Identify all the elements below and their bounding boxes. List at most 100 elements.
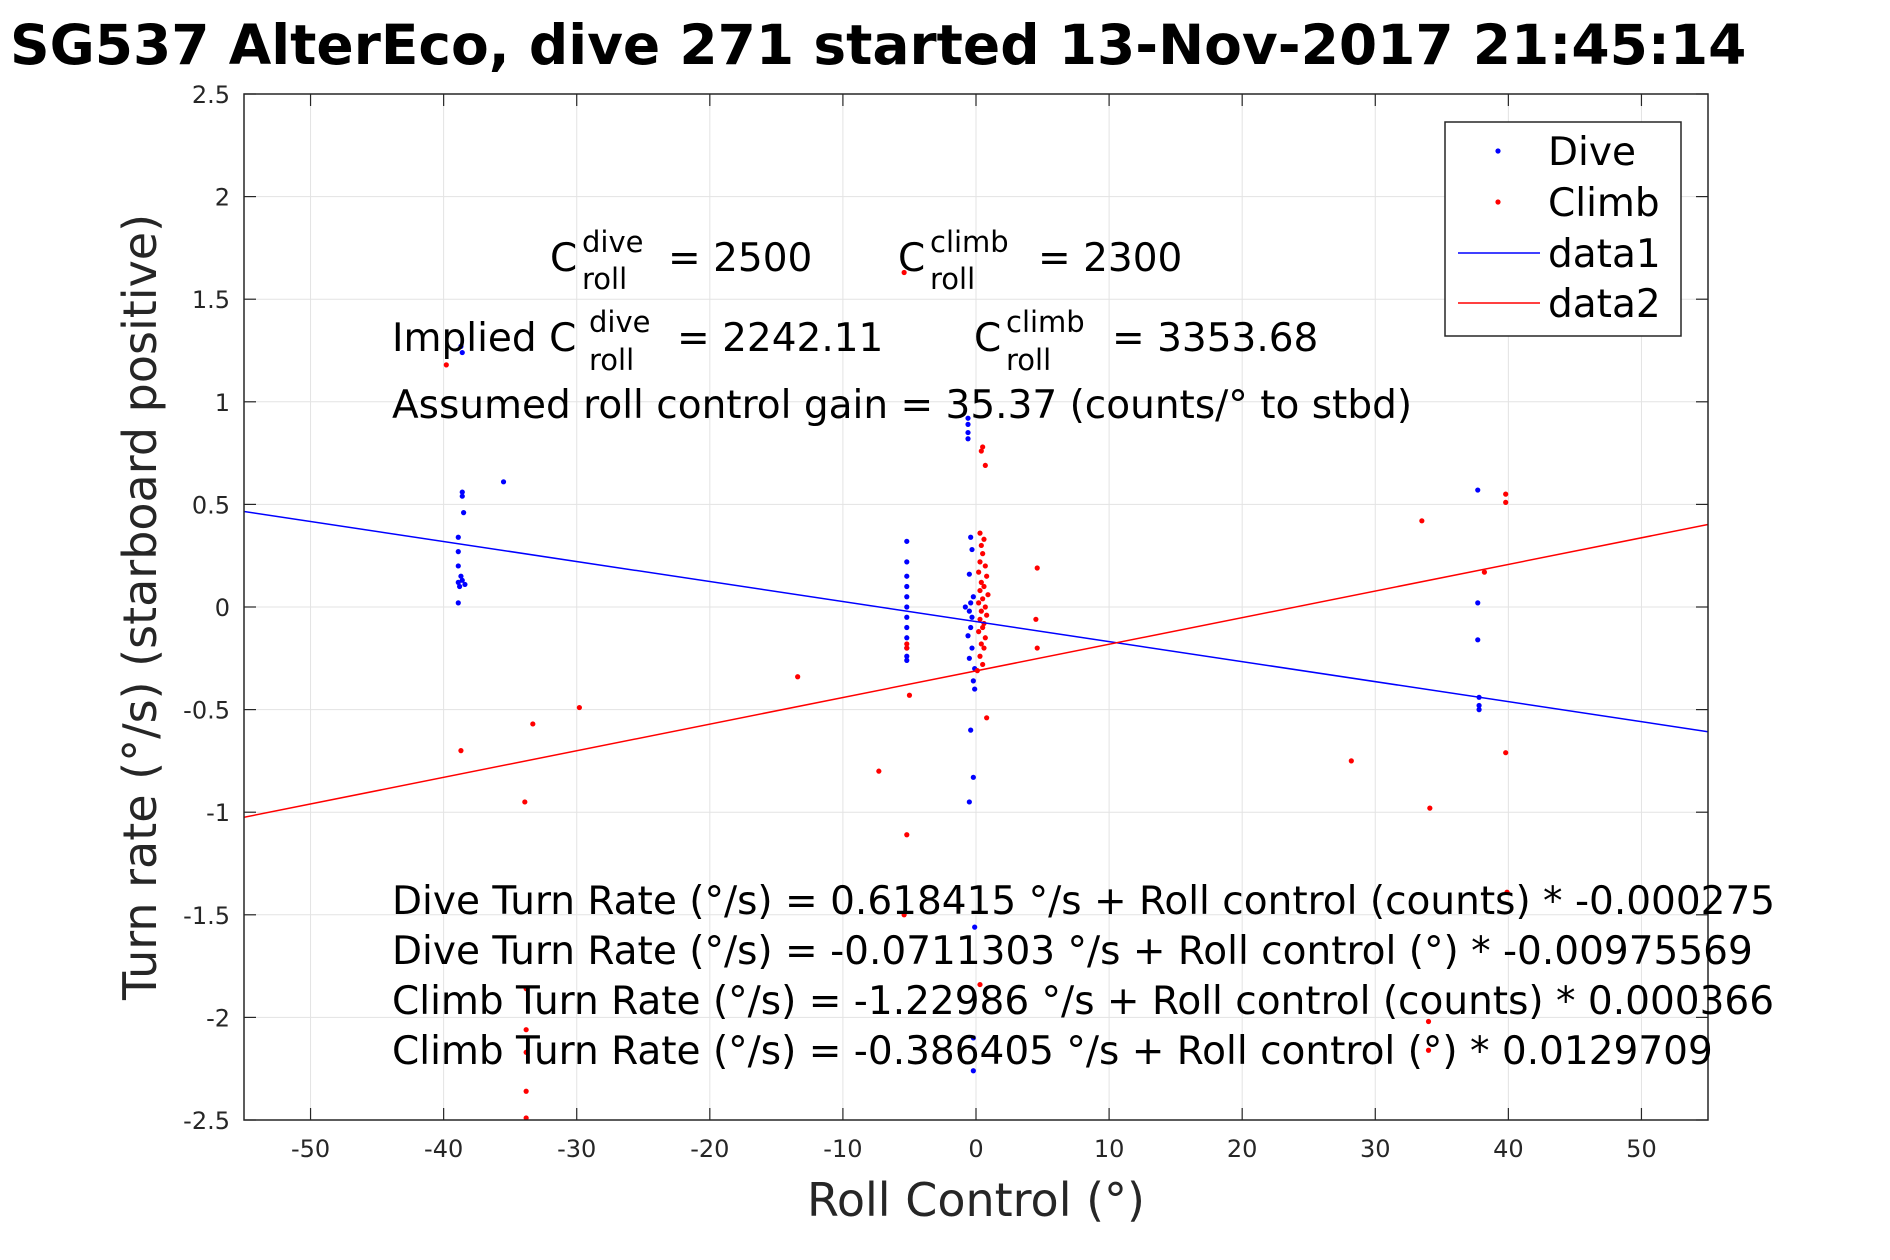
dive-point bbox=[455, 579, 461, 585]
implied-c-roll-dive-sub: roll bbox=[589, 343, 634, 377]
climb-point bbox=[1503, 750, 1509, 756]
dive-point bbox=[459, 349, 465, 356]
dive-point bbox=[904, 559, 910, 565]
dive-point bbox=[458, 573, 464, 579]
dive-point bbox=[968, 600, 974, 606]
x-tick-label: 20 bbox=[1227, 1135, 1258, 1163]
plot-frame bbox=[243, 93, 1709, 1121]
climb-point bbox=[458, 748, 464, 754]
x-tick-label: 0 bbox=[968, 1135, 983, 1163]
dive-point bbox=[455, 534, 461, 540]
dive-point bbox=[965, 421, 971, 427]
climb-point bbox=[984, 612, 990, 618]
y-tick-label: 0.5 bbox=[192, 491, 230, 519]
implied-c-roll-climb-value: = 3353.68 bbox=[1112, 316, 1318, 361]
implied-c-roll-dive-prefix: Implied C bbox=[392, 316, 576, 361]
dive-point bbox=[965, 633, 971, 639]
climb-point bbox=[1504, 889, 1510, 895]
dive-point bbox=[965, 415, 971, 421]
y-tick-label: 2.5 bbox=[192, 81, 230, 109]
c-roll-dive-sub: roll bbox=[582, 262, 627, 296]
dive-point bbox=[904, 635, 910, 641]
y-tick-label: -2.5 bbox=[183, 1107, 230, 1135]
chart-title: SG537 AlterEco, dive 271 started 13-Nov-… bbox=[10, 13, 1746, 77]
plot-clip bbox=[244, 269, 1708, 1120]
legend: Dive Climb data1 data2 bbox=[1444, 121, 1682, 337]
x-tick-label: -20 bbox=[690, 1135, 729, 1163]
y-tick-labels: -2.5 -2 -1.5 -1 -0.5 0 0.5 1 1.5 2 2.5 bbox=[183, 81, 230, 1135]
climb-point bbox=[1348, 758, 1354, 764]
dive-point bbox=[966, 655, 972, 661]
dive-point bbox=[970, 1068, 976, 1074]
climb-point bbox=[904, 645, 910, 651]
dive-point bbox=[904, 604, 910, 610]
x-tick-labels: -50 -40 -30 -20 -10 0 10 20 30 40 50 bbox=[291, 1135, 1657, 1163]
dive-point bbox=[500, 479, 507, 485]
climb-point bbox=[1503, 491, 1509, 497]
x-tick-label: -50 bbox=[291, 1135, 330, 1163]
legend-box bbox=[1444, 121, 1682, 337]
dive-point bbox=[461, 510, 467, 516]
climb-point bbox=[978, 641, 984, 647]
dive-point bbox=[1475, 637, 1481, 643]
implied-c-roll-dive-value: = 2242.11 bbox=[677, 316, 883, 361]
climb-point bbox=[977, 587, 983, 594]
y-axis-label: Turn rate (°/s) (starboard positive) bbox=[113, 214, 167, 1001]
dive-point bbox=[455, 600, 461, 606]
climb-point bbox=[1034, 565, 1040, 571]
dive-point bbox=[970, 774, 976, 780]
climb-point bbox=[523, 1049, 529, 1055]
climb-point bbox=[443, 362, 449, 368]
x-tick-label: 10 bbox=[1094, 1135, 1125, 1163]
implied-c-roll-dive-sup: dive bbox=[589, 305, 650, 339]
c-roll-dive-base: C bbox=[550, 236, 577, 281]
climb-point bbox=[982, 635, 988, 641]
dive-point bbox=[962, 604, 968, 610]
y-tick-label: 1 bbox=[215, 389, 230, 417]
dive-point bbox=[455, 563, 461, 569]
y-tick-label: -2 bbox=[206, 1004, 230, 1032]
climb-point bbox=[977, 559, 983, 565]
dive-point bbox=[970, 678, 976, 684]
dive-point bbox=[968, 534, 974, 540]
dive-point bbox=[904, 538, 910, 544]
legend-data1-label: data1 bbox=[1548, 232, 1661, 277]
climb-point bbox=[981, 583, 987, 590]
climb-point bbox=[530, 721, 536, 727]
climb-point bbox=[976, 569, 982, 575]
climb-point bbox=[981, 536, 987, 542]
x-tick-label: 30 bbox=[1360, 1135, 1391, 1163]
dive-point bbox=[459, 493, 465, 499]
dive-point bbox=[970, 594, 976, 600]
fit-line-1: Dive Turn Rate (°/s) = 0.618415 °/s + Ro… bbox=[392, 879, 1775, 924]
x-tick-label: -40 bbox=[424, 1135, 463, 1163]
legend-dive-marker bbox=[1495, 148, 1501, 154]
c-roll-dive-sup: dive bbox=[582, 225, 643, 259]
implied-c-roll-climb-base: C bbox=[974, 316, 1001, 361]
climb-point bbox=[1427, 805, 1433, 811]
climb-point bbox=[976, 600, 982, 606]
climb-point bbox=[982, 604, 988, 610]
climb-point bbox=[978, 608, 984, 614]
climb-point bbox=[576, 704, 582, 711]
climb-point bbox=[977, 530, 983, 536]
climb-point bbox=[906, 692, 913, 698]
climb-point bbox=[980, 596, 986, 602]
dive-point bbox=[457, 583, 463, 590]
dive-point bbox=[455, 549, 461, 555]
dive-point bbox=[458, 343, 464, 349]
series-dive bbox=[455, 343, 1482, 1074]
x-tick-label: 50 bbox=[1626, 1135, 1657, 1163]
series-data2 bbox=[244, 523, 1708, 819]
data-series bbox=[244, 269, 1708, 1120]
climb-point bbox=[982, 462, 988, 469]
climb-point bbox=[982, 563, 988, 569]
y-tick-label: -1.5 bbox=[183, 902, 230, 930]
fit-line-2: Dive Turn Rate (°/s) = -0.0711303 °/s + … bbox=[392, 929, 1753, 974]
dive-point bbox=[904, 624, 910, 631]
c-roll-climb-sub: roll bbox=[930, 262, 975, 296]
climb-point bbox=[978, 542, 984, 549]
dive-point bbox=[904, 614, 910, 620]
climb-point bbox=[523, 986, 529, 992]
